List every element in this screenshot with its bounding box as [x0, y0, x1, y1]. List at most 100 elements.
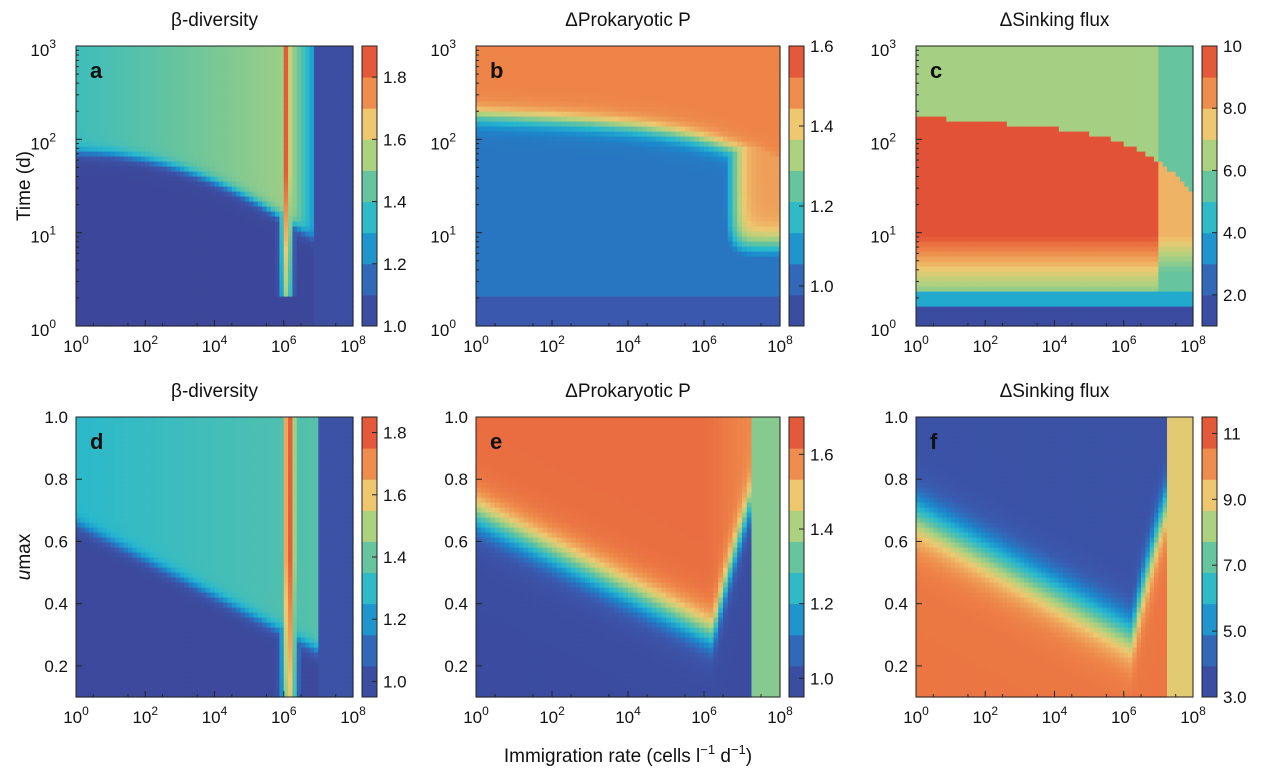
- heatmap-cell: [119, 276, 125, 282]
- heatmap-cell: [166, 216, 172, 222]
- heatmap-cell: [179, 171, 185, 177]
- heatmap-cell: [566, 186, 572, 192]
- heatmap-cell: [110, 186, 116, 192]
- heatmap-cell: [480, 221, 487, 227]
- heatmap-cell: [136, 46, 142, 52]
- heatmap-cell: [97, 236, 103, 242]
- heatmap-cell: [127, 236, 133, 242]
- heatmap-cell: [88, 96, 94, 102]
- heatmap-cell: [561, 101, 567, 107]
- heatmap-cell: [240, 146, 246, 152]
- heatmap-cell: [140, 236, 146, 242]
- heatmap-cell: [331, 316, 337, 322]
- heatmap-cell: [327, 291, 332, 297]
- heatmap-cell: [485, 161, 491, 167]
- heatmap-cell: [561, 166, 567, 172]
- heatmap-cell: [490, 106, 496, 112]
- heatmap-cell: [580, 276, 586, 282]
- heatmap-cell: [490, 46, 496, 52]
- heatmap-cell: [210, 161, 216, 167]
- heatmap-cell: [309, 101, 315, 107]
- heatmap-cell: [88, 231, 94, 237]
- heatmap-cell: [114, 181, 120, 187]
- heatmap-cell: [585, 306, 591, 312]
- heatmap-cell: [110, 296, 116, 302]
- heatmap-cell: [166, 96, 172, 102]
- heatmap-cell: [205, 61, 211, 67]
- heatmap-cell: [335, 146, 341, 152]
- heatmap-cell: [145, 131, 151, 137]
- heatmap-cell: [266, 196, 272, 202]
- heatmap-cell: [348, 111, 354, 117]
- heatmap-cell: [136, 51, 142, 57]
- heatmap-cell: [528, 61, 534, 67]
- heatmap-cell: [528, 206, 534, 212]
- heatmap-cell: [162, 161, 168, 167]
- heatmap-cell: [127, 171, 133, 177]
- heatmap-cell: [192, 156, 198, 162]
- heatmap-cell: [114, 171, 120, 177]
- heatmap-cell: [84, 86, 90, 92]
- heatmap-cell: [552, 206, 558, 212]
- heatmap-cell: [175, 216, 181, 222]
- heatmap-cell: [348, 186, 354, 192]
- heatmap-cell: [283, 171, 289, 177]
- heatmap-cell: [214, 141, 220, 147]
- heatmap-cell: [149, 141, 155, 147]
- heatmap-cell: [314, 241, 319, 247]
- heatmap-cell: [175, 141, 181, 147]
- heatmap-cell: [140, 316, 146, 322]
- heatmap-cell: [537, 166, 544, 172]
- heatmap-cell: [335, 281, 341, 287]
- heatmap-cell: [537, 121, 544, 127]
- heatmap-cell: [127, 186, 133, 192]
- heatmap-cell: [499, 306, 506, 312]
- heatmap-cell: [528, 96, 534, 102]
- heatmap-cell: [236, 61, 242, 67]
- heatmap-cell: [301, 301, 306, 307]
- heatmap-cell: [114, 66, 120, 72]
- heatmap-cell: [140, 56, 146, 62]
- heatmap-cell: [88, 286, 94, 292]
- heatmap-cell: [504, 221, 510, 227]
- heatmap-cell: [175, 146, 181, 152]
- heatmap-cell: [227, 66, 233, 72]
- heatmap-cell: [97, 71, 103, 77]
- heatmap-cell: [197, 136, 203, 142]
- heatmap-cell: [585, 316, 591, 322]
- heatmap-cell: [227, 51, 233, 57]
- heatmap-cell: [179, 181, 185, 187]
- heatmap-cell: [214, 281, 220, 287]
- heatmap-cell: [490, 176, 496, 182]
- heatmap-cell: [542, 221, 548, 227]
- heatmap-cell: [327, 76, 332, 82]
- heatmap-cell: [197, 56, 203, 62]
- heatmap-cell: [188, 261, 194, 267]
- heatmap-cell: [192, 106, 198, 112]
- heatmap-cell: [301, 196, 306, 202]
- heatmap-cell: [84, 76, 90, 82]
- heatmap-cell: [514, 181, 520, 187]
- heatmap-cell: [275, 191, 281, 197]
- heatmap-cell: [509, 266, 515, 272]
- heatmap-cell: [288, 311, 294, 317]
- heatmap-cell: [101, 61, 107, 67]
- heatmap-cell: [314, 256, 319, 262]
- heatmap-cell: [537, 246, 544, 252]
- heatmap-cell: [305, 191, 311, 197]
- heatmap-cell: [179, 186, 185, 192]
- heatmap-cell: [106, 206, 112, 212]
- heatmap-cell: [292, 71, 298, 77]
- heatmap-cell: [480, 131, 487, 137]
- heatmap-cell: [84, 271, 90, 277]
- heatmap-cell: [309, 196, 315, 202]
- heatmap-cell: [158, 66, 164, 72]
- heatmap-cell: [227, 161, 233, 167]
- heatmap-cell: [340, 86, 345, 92]
- heatmap-cell: [266, 201, 272, 207]
- heatmap-cell: [537, 306, 544, 312]
- heatmap-cell: [236, 181, 242, 187]
- heatmap-cell: [140, 291, 146, 297]
- heatmap-cell: [575, 311, 582, 317]
- heatmap-cell: [127, 256, 133, 262]
